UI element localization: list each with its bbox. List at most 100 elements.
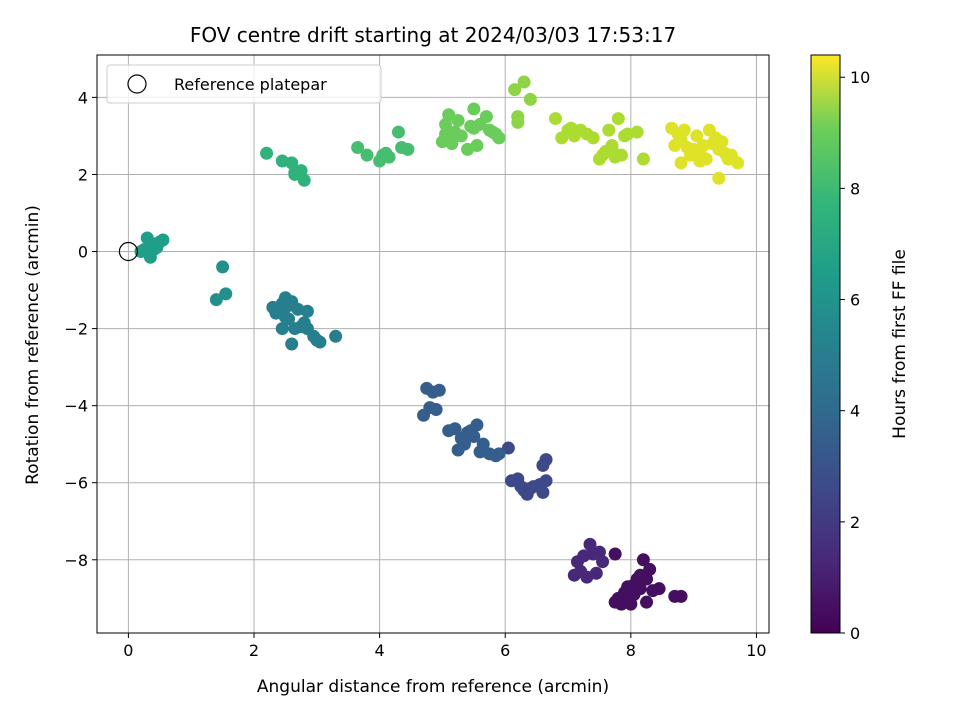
data-point <box>523 92 537 106</box>
data-point <box>278 310 292 324</box>
data-point <box>586 547 600 561</box>
colorbar-tick-label: 0 <box>850 624 860 643</box>
data-point <box>275 322 289 336</box>
data-point <box>712 171 726 185</box>
data-point <box>429 403 443 417</box>
data-point <box>508 83 522 97</box>
legend-box <box>106 64 382 104</box>
data-point <box>451 114 465 128</box>
y-axis-title: Rotation from reference (arcmin) <box>23 205 43 485</box>
data-point <box>445 129 459 143</box>
legend-marker-icon <box>127 74 147 94</box>
data-point <box>470 418 484 432</box>
data-point <box>360 148 374 162</box>
data-point <box>216 260 230 274</box>
y-tick-label: −2 <box>64 320 88 339</box>
data-point <box>511 115 525 129</box>
y-tick-label: −6 <box>64 474 88 493</box>
data-point <box>476 437 490 451</box>
chart-title: FOV centre drift starting at 2024/03/03 … <box>190 23 676 47</box>
data-point <box>627 578 641 592</box>
x-tick-label: 6 <box>500 641 510 660</box>
data-point <box>608 547 622 561</box>
data-point <box>536 458 550 472</box>
data-point <box>156 233 170 247</box>
data-point <box>260 146 274 160</box>
data-point <box>611 112 625 126</box>
colorbar-tick-label: 8 <box>850 179 860 198</box>
legend: Reference platepar <box>106 64 382 104</box>
data-point <box>479 110 493 124</box>
data-point <box>636 152 650 166</box>
legend-label: Reference platepar <box>174 75 327 94</box>
grid-lines <box>97 55 769 633</box>
y-tick-label: 0 <box>78 243 88 262</box>
data-point <box>454 129 468 143</box>
data-point <box>731 156 745 170</box>
data-point <box>448 422 462 436</box>
data-point <box>457 435 471 449</box>
data-point <box>300 322 314 336</box>
data-point <box>467 102 481 116</box>
x-tick-label: 4 <box>375 641 385 660</box>
y-tick-label: −4 <box>64 397 88 416</box>
data-point <box>147 243 161 257</box>
data-point <box>313 335 327 349</box>
data-point <box>640 595 654 609</box>
data-point <box>693 146 707 160</box>
data-point <box>614 148 628 162</box>
data-point <box>467 429 481 443</box>
data-point <box>674 156 688 170</box>
data-point <box>712 142 726 156</box>
data-point <box>492 447 506 461</box>
data-point <box>548 112 562 126</box>
data-point <box>470 139 484 153</box>
colorbar-tick-label: 10 <box>850 68 870 87</box>
data-point <box>209 293 223 307</box>
data-point <box>297 173 311 187</box>
data-point <box>523 482 537 495</box>
colorbar-tick-label: 6 <box>850 291 860 310</box>
colorbar-tick-label: 4 <box>850 402 860 421</box>
data-point <box>589 566 603 580</box>
reference-marker <box>118 241 139 262</box>
data-point <box>432 383 446 397</box>
data-point <box>285 337 299 351</box>
scatter-points <box>118 75 745 611</box>
colorbar: 0 2 4 6 8 10 Hours from first FF file <box>810 54 910 643</box>
y-tick-label: −8 <box>64 551 88 570</box>
data-point <box>134 245 148 259</box>
data-point <box>492 131 506 145</box>
data-point <box>401 142 415 156</box>
data-point <box>501 441 515 455</box>
data-point <box>467 121 481 135</box>
data-point <box>567 568 581 582</box>
data-point <box>539 474 553 488</box>
data-point <box>596 148 610 162</box>
colorbar-ticks: 0 2 4 6 8 10 <box>840 68 870 643</box>
x-axis-title: Angular distance from reference (arcmin) <box>257 677 609 697</box>
data-point <box>674 589 688 603</box>
plot-frame <box>96 54 770 634</box>
data-point <box>329 329 343 343</box>
data-point <box>288 167 302 181</box>
data-point <box>602 123 616 137</box>
data-point <box>605 139 619 153</box>
data-point <box>300 304 314 318</box>
data-point <box>536 485 550 499</box>
y-axis-ticks: 4 2 0 −2 −4 −6 −8 <box>64 88 97 570</box>
data-point <box>391 125 405 139</box>
colorbar-title: Hours from first FF file <box>890 249 910 439</box>
y-tick-label: 2 <box>78 165 88 184</box>
x-axis-ticks: 0 2 4 6 8 10 <box>123 633 767 660</box>
data-point <box>636 553 650 567</box>
data-point <box>351 140 365 154</box>
data-point <box>517 75 531 89</box>
data-point <box>630 125 644 139</box>
data-point <box>674 133 688 147</box>
data-point <box>624 597 638 611</box>
data-point <box>564 121 578 135</box>
x-tick-label: 2 <box>249 641 259 660</box>
data-point <box>439 117 453 131</box>
x-tick-label: 0 <box>123 641 133 660</box>
